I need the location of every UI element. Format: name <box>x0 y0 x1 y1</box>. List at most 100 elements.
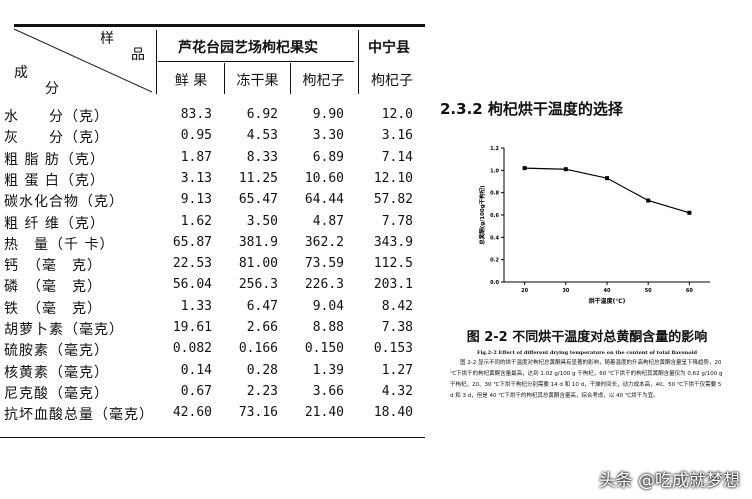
row-label: 抗坏血酸总量（毫克） <box>4 407 154 424</box>
x-tick-label: 60 <box>686 288 693 294</box>
table-cell: 3.30 <box>312 128 344 144</box>
corner-bottom1: 成 <box>14 65 28 81</box>
nutrition-table: 样 品 成 分 芦花台园艺场枸杞果实 中宁县 鲜 果 冻干果 枸杞子 枸杞子 水 分（… <box>0 0 425 440</box>
table-cell: 226.3 <box>304 277 344 293</box>
table-cell: 4.53 <box>246 128 278 144</box>
table-cell: 6.92 <box>246 107 278 122</box>
table-cell: 83.3 <box>180 107 212 122</box>
table-cell: 0.28 <box>246 362 278 378</box>
row-label: 核黄素（毫克） <box>4 364 109 381</box>
table-cell: 1.87 <box>180 149 212 165</box>
table-cell: 0.67 <box>180 383 212 399</box>
table-cell: 3.50 <box>246 213 278 229</box>
group-header-luhuatai: 芦花台园艺场枸杞果实 <box>178 40 318 56</box>
table-cell: 4.32 <box>381 383 413 399</box>
table-cell: 12.0 <box>381 107 413 122</box>
table-cell: 73.59 <box>304 256 344 272</box>
row-label: 粗 蛋 白（克） <box>4 172 105 189</box>
corner-diagonal <box>13 28 153 93</box>
corner-top2: 品 <box>131 47 145 63</box>
table-cell: 10.60 <box>304 170 344 186</box>
table-cell: 65.47 <box>238 192 278 208</box>
table-cell: 1.62 <box>180 213 212 229</box>
table-cell: 1.39 <box>312 362 344 378</box>
x-tick-label: 20 <box>521 288 528 294</box>
table-cell: 2.23 <box>246 383 278 399</box>
group-header-zhongning: 中宁县 <box>368 40 410 56</box>
y-axis-label: 总黄酮(g/100g干枸杞) <box>478 185 486 245</box>
table-cell: 203.1 <box>373 277 413 293</box>
table-cell: 8.88 <box>312 320 344 335</box>
data-point <box>605 176 609 181</box>
table-cell: 0.95 <box>180 128 212 144</box>
data-line <box>524 167 690 214</box>
x-tick-label: 30 <box>562 288 569 294</box>
table-cell: 112.5 <box>373 256 413 272</box>
table-cell: 0.153 <box>373 341 413 357</box>
corner-top1: 样 <box>100 31 114 47</box>
row-label: 磷 （毫 克） <box>4 279 102 296</box>
table-cell: 1.27 <box>381 362 413 378</box>
table-cell: 0.082 <box>172 341 212 357</box>
x-tick-label: 50 <box>645 288 652 294</box>
data-point <box>563 167 568 172</box>
table-cell: 0.150 <box>304 341 344 357</box>
y-tick-label: 0.0 <box>490 280 499 286</box>
table-cell: 1.33 <box>180 298 212 314</box>
section-heading: 2.3.2 枸杞烘干温度的选择 <box>440 100 623 118</box>
table-cell: 19.61 <box>172 320 212 335</box>
row-label: 粗 纤 维（克） <box>4 215 105 232</box>
table-cell: 0.14 <box>180 362 212 378</box>
row-label: 碳水化合物（克） <box>4 194 124 211</box>
table-cell: 381.9 <box>238 234 278 250</box>
row-label: 铁 （毫 克） <box>4 300 102 317</box>
table-cell: 21.40 <box>304 405 344 421</box>
body-paragraph: 图 2-2 显示不同的烘干温度对枸杞总黄酮具有显著的影响，随着温度的升高枸杞总黄… <box>450 360 723 399</box>
table-cell: 73.16 <box>238 405 278 421</box>
x-tick-label: 40 <box>604 288 611 294</box>
table-cell: 12.10 <box>373 170 413 186</box>
table-cell: 7.38 <box>381 320 413 335</box>
table-cell: 9.04 <box>312 298 344 314</box>
table-cell: 8.42 <box>381 298 413 314</box>
table-cell: 22.53 <box>172 256 212 272</box>
column-header: 鲜 果 <box>174 73 208 89</box>
row-label: 热 量（千 卡） <box>4 236 115 253</box>
y-tick-label: 0.6 <box>490 213 499 219</box>
table-cell: 362.2 <box>304 234 344 250</box>
y-tick-label: 1.0 <box>490 168 499 174</box>
table-cell: 9.90 <box>312 107 344 122</box>
table-cell: 9.13 <box>180 192 212 208</box>
y-tick-label: 1.2 <box>490 146 499 152</box>
table-cell: 81.00 <box>238 256 278 272</box>
row-label: 灰 分（克） <box>4 130 109 147</box>
column-header: 枸杞子 <box>371 73 413 89</box>
corner-bottom2: 分 <box>45 81 59 97</box>
table-cell: 18.40 <box>373 405 413 421</box>
table-cell: 0.166 <box>238 341 278 357</box>
data-point <box>687 210 692 215</box>
table-cell: 64.44 <box>304 192 344 208</box>
table-cell: 56.04 <box>172 277 212 293</box>
column-header: 枸杞子 <box>302 73 345 89</box>
table-cell: 42.60 <box>172 405 212 421</box>
figure-caption: 图 2-2 不同烘干温度对总黄酮含量的影响 <box>466 330 708 345</box>
top-rule <box>14 24 425 27</box>
table-cell: 3.13 <box>180 170 212 186</box>
table-cell: 6.89 <box>312 149 344 165</box>
table-cell: 3.16 <box>381 128 413 144</box>
table-cell: 256.3 <box>238 277 278 293</box>
y-tick-label: 0.2 <box>490 258 499 264</box>
table-cell: 343.9 <box>373 234 413 250</box>
table-cell: 8.33 <box>246 149 278 165</box>
x-axis-label: 烘干温度(℃) <box>589 297 626 305</box>
column-header: 冻干果 <box>236 73 279 89</box>
table-cell: 3.66 <box>312 383 344 399</box>
table-cell: 65.87 <box>172 234 212 250</box>
table-cell: 6.47 <box>246 298 278 314</box>
row-label: 钙 （毫 克） <box>4 258 102 275</box>
table-cell: 4.87 <box>312 213 344 229</box>
line-chart: 0.0 0.2 0.4 0.6 0.8 1.0 1.2 20 30 40 50 60 烘干温度(℃) 总黄… <box>478 146 710 305</box>
table-cell: 7.78 <box>381 213 413 229</box>
y-tick-label: 0.8 <box>490 191 499 197</box>
